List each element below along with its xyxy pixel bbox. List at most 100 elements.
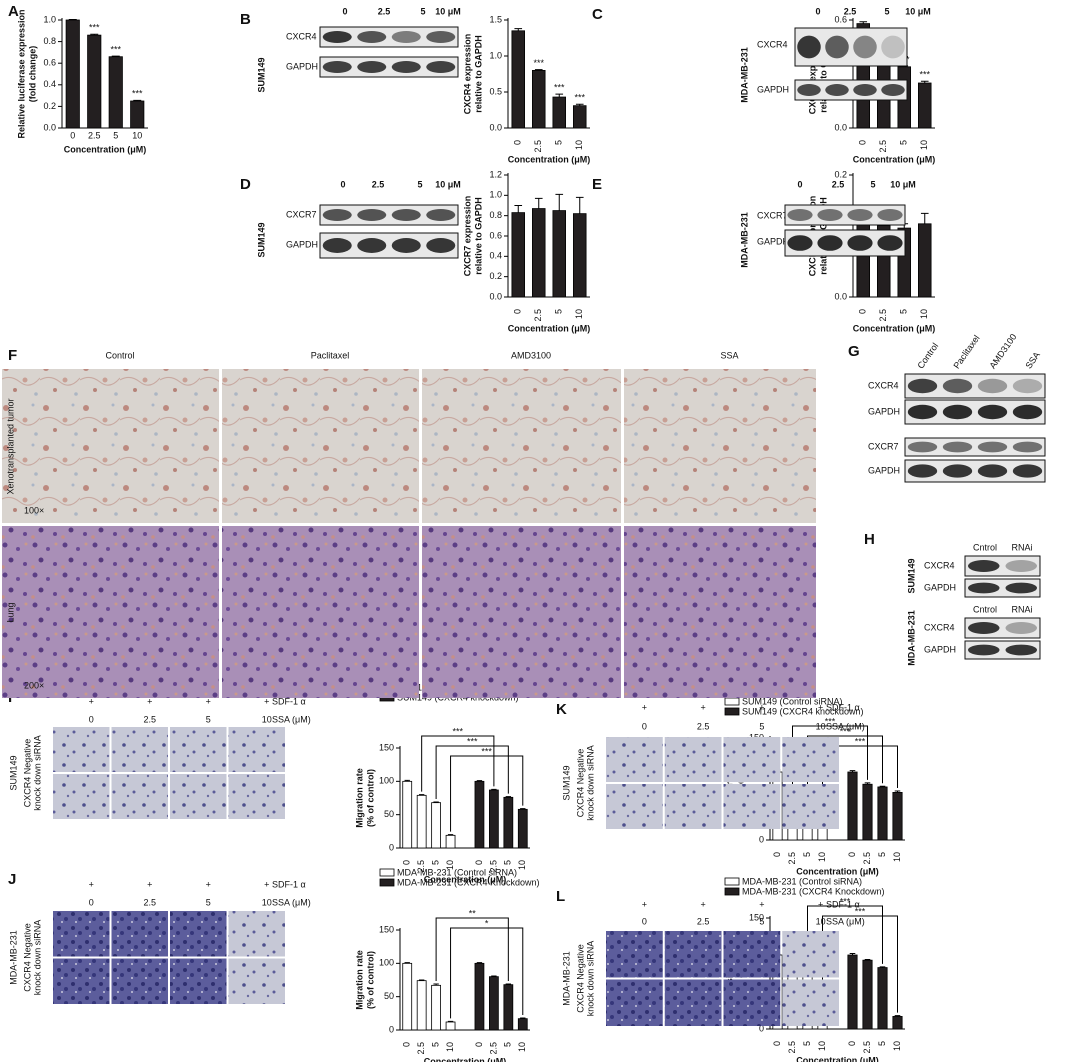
bar bbox=[862, 783, 873, 841]
blot-band bbox=[426, 61, 456, 73]
bar bbox=[431, 802, 441, 849]
error-bar bbox=[404, 779, 410, 782]
bar bbox=[892, 792, 903, 841]
x-tick-label: 10 bbox=[892, 852, 902, 862]
panel-letter: K bbox=[556, 701, 567, 718]
transwell-image bbox=[664, 737, 722, 782]
blot-band bbox=[942, 378, 973, 394]
blot-strip bbox=[784, 204, 906, 226]
error-bar bbox=[505, 796, 512, 798]
legend-label: SUM149 (CXCR4 knockdown) bbox=[742, 706, 864, 716]
bar bbox=[531, 208, 546, 298]
drug-label: SSA (μM) bbox=[826, 916, 865, 926]
legend-label: MDA-MB-231 (Control siRNA) bbox=[397, 867, 517, 877]
plus-sign: + bbox=[147, 696, 152, 706]
x-axis-label: Concentration (μM) bbox=[853, 323, 936, 333]
lane-label: RNAi bbox=[1011, 604, 1032, 614]
blot-band bbox=[322, 238, 352, 253]
blot-band bbox=[825, 84, 849, 96]
bar bbox=[445, 834, 456, 849]
blot-band bbox=[881, 35, 905, 59]
dose-label: 10 bbox=[816, 916, 826, 926]
blot-band bbox=[426, 209, 456, 221]
x-tick-label: 0 bbox=[847, 852, 857, 857]
x-tick-label: 5 bbox=[554, 309, 564, 314]
blot-band bbox=[357, 238, 387, 253]
bar bbox=[862, 959, 873, 1030]
blot-band bbox=[357, 31, 387, 43]
row-label: GAPDH bbox=[924, 644, 956, 654]
y-tick-label: 100 bbox=[379, 776, 394, 786]
x-tick-label: 2.5 bbox=[862, 1041, 872, 1054]
y-tick-label: 0.6 bbox=[489, 230, 502, 240]
x-tick-label: 0 bbox=[513, 140, 523, 145]
transwell-image bbox=[170, 727, 227, 772]
x-tick-label: 0 bbox=[402, 860, 412, 865]
magnification: 100× bbox=[24, 505, 44, 515]
blot-band bbox=[1005, 644, 1037, 656]
x-tick-label: 10 bbox=[445, 860, 455, 870]
x-tick-label: 5 bbox=[802, 1041, 812, 1046]
x-axis-label: Concentration (μM) bbox=[796, 1055, 879, 1062]
transwell-image bbox=[606, 784, 663, 829]
panel-letter: A bbox=[8, 3, 19, 20]
row-label: CXCR7 bbox=[868, 441, 899, 451]
panel-letter: D bbox=[240, 176, 251, 193]
error-bar bbox=[894, 1015, 901, 1017]
y-tick-label: 1.0 bbox=[489, 50, 502, 60]
y-tick-label: 50 bbox=[384, 809, 394, 819]
transwell-image bbox=[111, 727, 168, 772]
significance-bracket bbox=[822, 745, 898, 822]
lane-label: 5 bbox=[417, 179, 422, 189]
row-label: CXCR7 bbox=[757, 210, 788, 220]
bar bbox=[552, 96, 567, 129]
y-tick-label: 0.4 bbox=[43, 79, 56, 89]
x-tick-label: 10 bbox=[817, 852, 827, 862]
plus-sign: + bbox=[642, 899, 647, 909]
blot-band bbox=[322, 31, 352, 43]
legend-label: MDA-MB-231 (CXCR4 Knockdown) bbox=[742, 886, 885, 896]
bar bbox=[402, 962, 413, 1031]
micrograph bbox=[422, 526, 621, 698]
row-label: knock down siRNA bbox=[32, 735, 42, 811]
y-axis-label: relative to GAPDH bbox=[473, 35, 483, 113]
y-tick-label: 0.0 bbox=[489, 291, 502, 301]
transwell-image bbox=[111, 958, 168, 1004]
blot-band bbox=[881, 84, 905, 96]
blot-strip bbox=[794, 79, 908, 101]
cell-line: MDA-MB-231 bbox=[739, 212, 749, 268]
lane-label: Control bbox=[915, 341, 940, 371]
error-bar bbox=[476, 780, 483, 782]
row-label: knock down siRNA bbox=[585, 941, 595, 1017]
significance-bracket bbox=[450, 755, 524, 832]
row-label: GAPDH bbox=[286, 239, 318, 249]
row-label: CXCR7 bbox=[286, 209, 317, 219]
transwell-image bbox=[606, 737, 663, 782]
micrograph bbox=[422, 369, 621, 523]
x-tick-label: 10 bbox=[919, 140, 929, 150]
significance: *** bbox=[481, 746, 492, 756]
plus-sign: + bbox=[759, 899, 764, 909]
row-label: CXCR4 bbox=[757, 39, 788, 49]
blot-band bbox=[1005, 582, 1037, 594]
plus-sign: + bbox=[264, 879, 269, 889]
bar bbox=[511, 30, 526, 129]
y-tick-label: 0 bbox=[389, 842, 394, 852]
bar bbox=[552, 210, 567, 298]
transwell-image bbox=[53, 958, 110, 1004]
drug-label: SSA (μM) bbox=[826, 721, 865, 731]
x-tick-label: 0 bbox=[70, 130, 75, 140]
plus-sign: + bbox=[89, 696, 94, 706]
panel-letter: G bbox=[848, 343, 860, 360]
blot-band bbox=[847, 235, 873, 251]
significance: *** bbox=[840, 896, 851, 906]
error-bar bbox=[418, 794, 425, 796]
transwell-image bbox=[664, 784, 722, 829]
bar bbox=[503, 796, 514, 849]
error-bar bbox=[514, 28, 523, 31]
bar bbox=[892, 1016, 903, 1030]
blot-band bbox=[977, 464, 1008, 478]
row-label: CXCR4 Negative bbox=[22, 923, 32, 992]
treatment-label: SDF-1 α bbox=[272, 879, 306, 889]
y-tick-label: 0.0 bbox=[489, 122, 502, 132]
